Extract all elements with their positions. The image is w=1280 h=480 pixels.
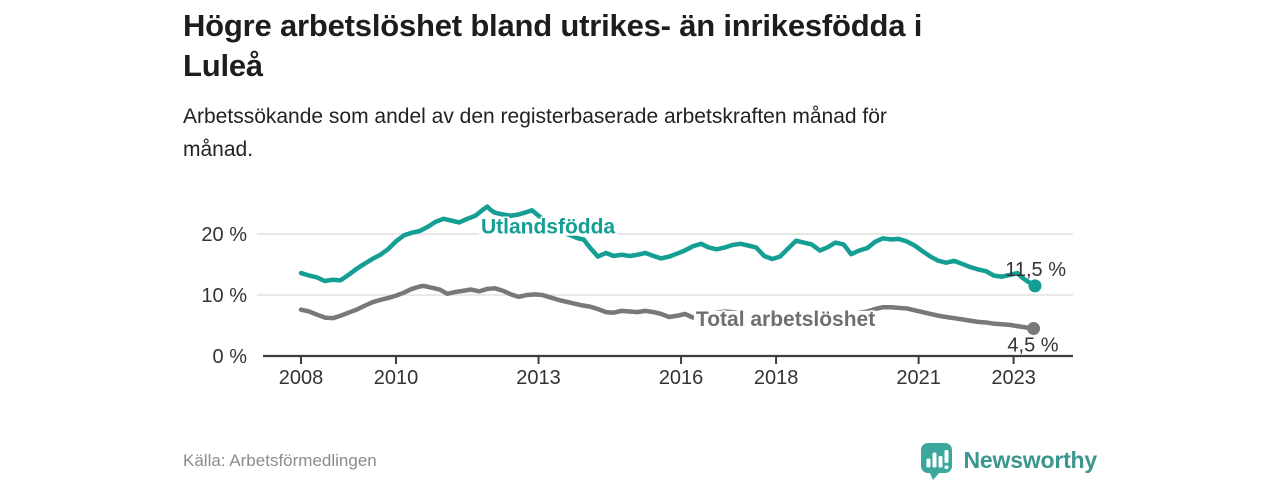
- series-label-backdrop: [478, 218, 618, 236]
- newsworthy-logo: Newsworthy: [920, 442, 1097, 480]
- series-label-utlandsf-dda: Utlandsfödda: [481, 216, 615, 239]
- page-title-line-1: Högre arbetslöshet bland utrikes- än inr…: [183, 8, 923, 43]
- series-end-dot-utlandsf-dda: [1028, 279, 1042, 293]
- brand-name: Newsworthy: [963, 447, 1098, 473]
- x-axis-tick-label-2013: 2013: [516, 367, 561, 389]
- source-note: Källa: Arbetsförmedlingen: [183, 450, 377, 470]
- x-axis-tick-label-2016: 2016: [659, 367, 704, 389]
- y-axis-tick-label-10: 10 %: [201, 285, 247, 307]
- x-axis-tick-label-2023: 2023: [991, 367, 1036, 389]
- newsworthy-bubble-chart-icon: [920, 442, 952, 480]
- x-axis-tick-label-2010: 2010: [374, 367, 419, 389]
- series-line-total-arbetsl-shet: [298, 283, 1036, 331]
- y-axis-tick-label-20: 20 %: [201, 224, 247, 246]
- page-title: Högre arbetslöshet bland utrikes- än inr…: [183, 6, 1103, 87]
- series-label-total-arbetsl-shet: Total arbetslöshet: [696, 308, 875, 331]
- chart-footer: Källa: Arbetsförmedlingen Newsworthy: [183, 441, 1097, 480]
- chart-subtitle-line-2: månad.: [183, 137, 254, 161]
- series-end-dot-total-arbetsl-shet: [1027, 322, 1041, 336]
- x-axis-tick-label-2021: 2021: [896, 367, 941, 389]
- series-end-value-label-total-arbetsl-shet: 4,5 %: [1007, 335, 1058, 357]
- series-line-utlandsf-dda: [298, 204, 1038, 289]
- series-label-backdrop: [693, 310, 878, 328]
- x-axis-tick-label-2008: 2008: [279, 367, 324, 389]
- page-title-line-2: Luleå: [183, 48, 263, 84]
- y-axis-tick-label-0: 0 %: [213, 346, 248, 368]
- chart-subtitle-line-1: Arbetssökande som andel av den registerb…: [183, 105, 887, 128]
- chart-subtitle: Arbetssökande som andel av den registerb…: [183, 101, 1063, 167]
- x-axis-tick-label-2018: 2018: [754, 367, 799, 389]
- series-end-value-label-utlandsf-dda: 11,5 %: [1005, 259, 1066, 281]
